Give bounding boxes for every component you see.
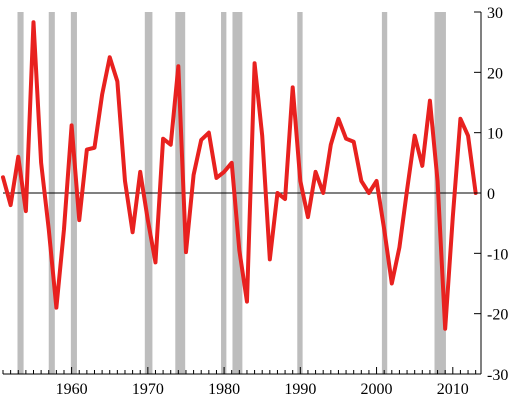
- x-tick-label-1970: 1970: [132, 381, 164, 398]
- data-point-1956: [40, 161, 43, 164]
- data-point-1978: [207, 131, 210, 134]
- y-tick-label-30: 30: [487, 5, 503, 22]
- data-point-1951: [2, 176, 5, 179]
- data-point-1973: [169, 143, 172, 146]
- y-tick-label--20: -20: [487, 307, 508, 324]
- data-point-2012: [467, 134, 470, 137]
- data-point-1955: [32, 21, 35, 24]
- data-point-1960: [70, 124, 73, 127]
- data-point-2001: [383, 228, 386, 231]
- data-point-1954: [24, 210, 27, 213]
- data-point-2006: [421, 164, 424, 167]
- data-point-1991: [306, 216, 309, 219]
- data-point-2005: [413, 134, 416, 137]
- data-point-1957: [47, 228, 50, 231]
- data-point-1986: [268, 258, 271, 261]
- data-point-1992: [314, 170, 317, 173]
- data-point-1985: [261, 134, 264, 137]
- data-point-1982: [238, 249, 241, 252]
- data-point-1998: [360, 179, 363, 182]
- data-point-1999: [367, 192, 370, 195]
- data-point-2008: [436, 179, 439, 182]
- data-point-1990: [299, 179, 302, 182]
- data-point-1996: [345, 137, 348, 140]
- data-point-1961: [78, 219, 81, 222]
- y-tick-label-20: 20: [487, 65, 503, 82]
- data-point-1971: [154, 261, 157, 264]
- data-point-1967: [123, 179, 126, 182]
- data-point-2003: [398, 246, 401, 249]
- data-point-1958: [55, 306, 58, 309]
- data-point-2007: [428, 99, 431, 102]
- data-point-1979: [215, 176, 218, 179]
- y-tick-label-0: 0: [487, 186, 495, 203]
- x-tick-label-2000: 2000: [361, 381, 393, 398]
- data-point-1952: [9, 204, 12, 207]
- data-point-1988: [284, 198, 287, 201]
- y-tick-label--10: -10: [487, 246, 508, 263]
- data-point-1963: [93, 146, 96, 149]
- data-point-2002: [390, 282, 393, 285]
- data-point-1965: [108, 56, 111, 59]
- y-tick-label-10: 10: [487, 126, 503, 143]
- data-point-1981: [230, 161, 233, 164]
- data-point-1964: [101, 93, 104, 96]
- data-point-1993: [322, 192, 325, 195]
- data-point-1970: [146, 219, 149, 222]
- data-point-1984: [253, 62, 256, 65]
- data-point-1983: [245, 300, 248, 303]
- x-tick-label-1960: 1960: [56, 381, 88, 398]
- data-point-2011: [459, 117, 462, 120]
- data-point-2004: [406, 188, 409, 191]
- data-point-2000: [375, 179, 378, 182]
- data-point-1980: [223, 170, 226, 173]
- data-point-1994: [329, 143, 332, 146]
- data-point-1966: [116, 80, 119, 83]
- data-point-1968: [131, 231, 134, 234]
- data-point-1975: [184, 251, 187, 254]
- data-point-1987: [276, 192, 279, 195]
- data-point-1972: [162, 137, 165, 140]
- data-point-1953: [17, 155, 20, 158]
- data-point-1969: [139, 170, 142, 173]
- data-point-2013: [474, 192, 477, 195]
- data-point-1974: [177, 65, 180, 68]
- data-point-1976: [192, 173, 195, 176]
- data-point-1959: [62, 228, 65, 231]
- data-point-1995: [337, 117, 340, 120]
- data-point-1977: [200, 138, 203, 141]
- data-point-1997: [352, 140, 355, 143]
- y-tick-label--30: -30: [487, 367, 508, 384]
- series-line: [1, 20, 478, 331]
- x-tick-label-1990: 1990: [284, 381, 316, 398]
- x-tick-label-1980: 1980: [208, 381, 240, 398]
- data-point-1962: [85, 148, 88, 151]
- data-point-1989: [291, 86, 294, 89]
- data-point-2010: [451, 216, 454, 219]
- data-point-2009: [444, 327, 447, 330]
- x-tick-label-2010: 2010: [437, 381, 469, 398]
